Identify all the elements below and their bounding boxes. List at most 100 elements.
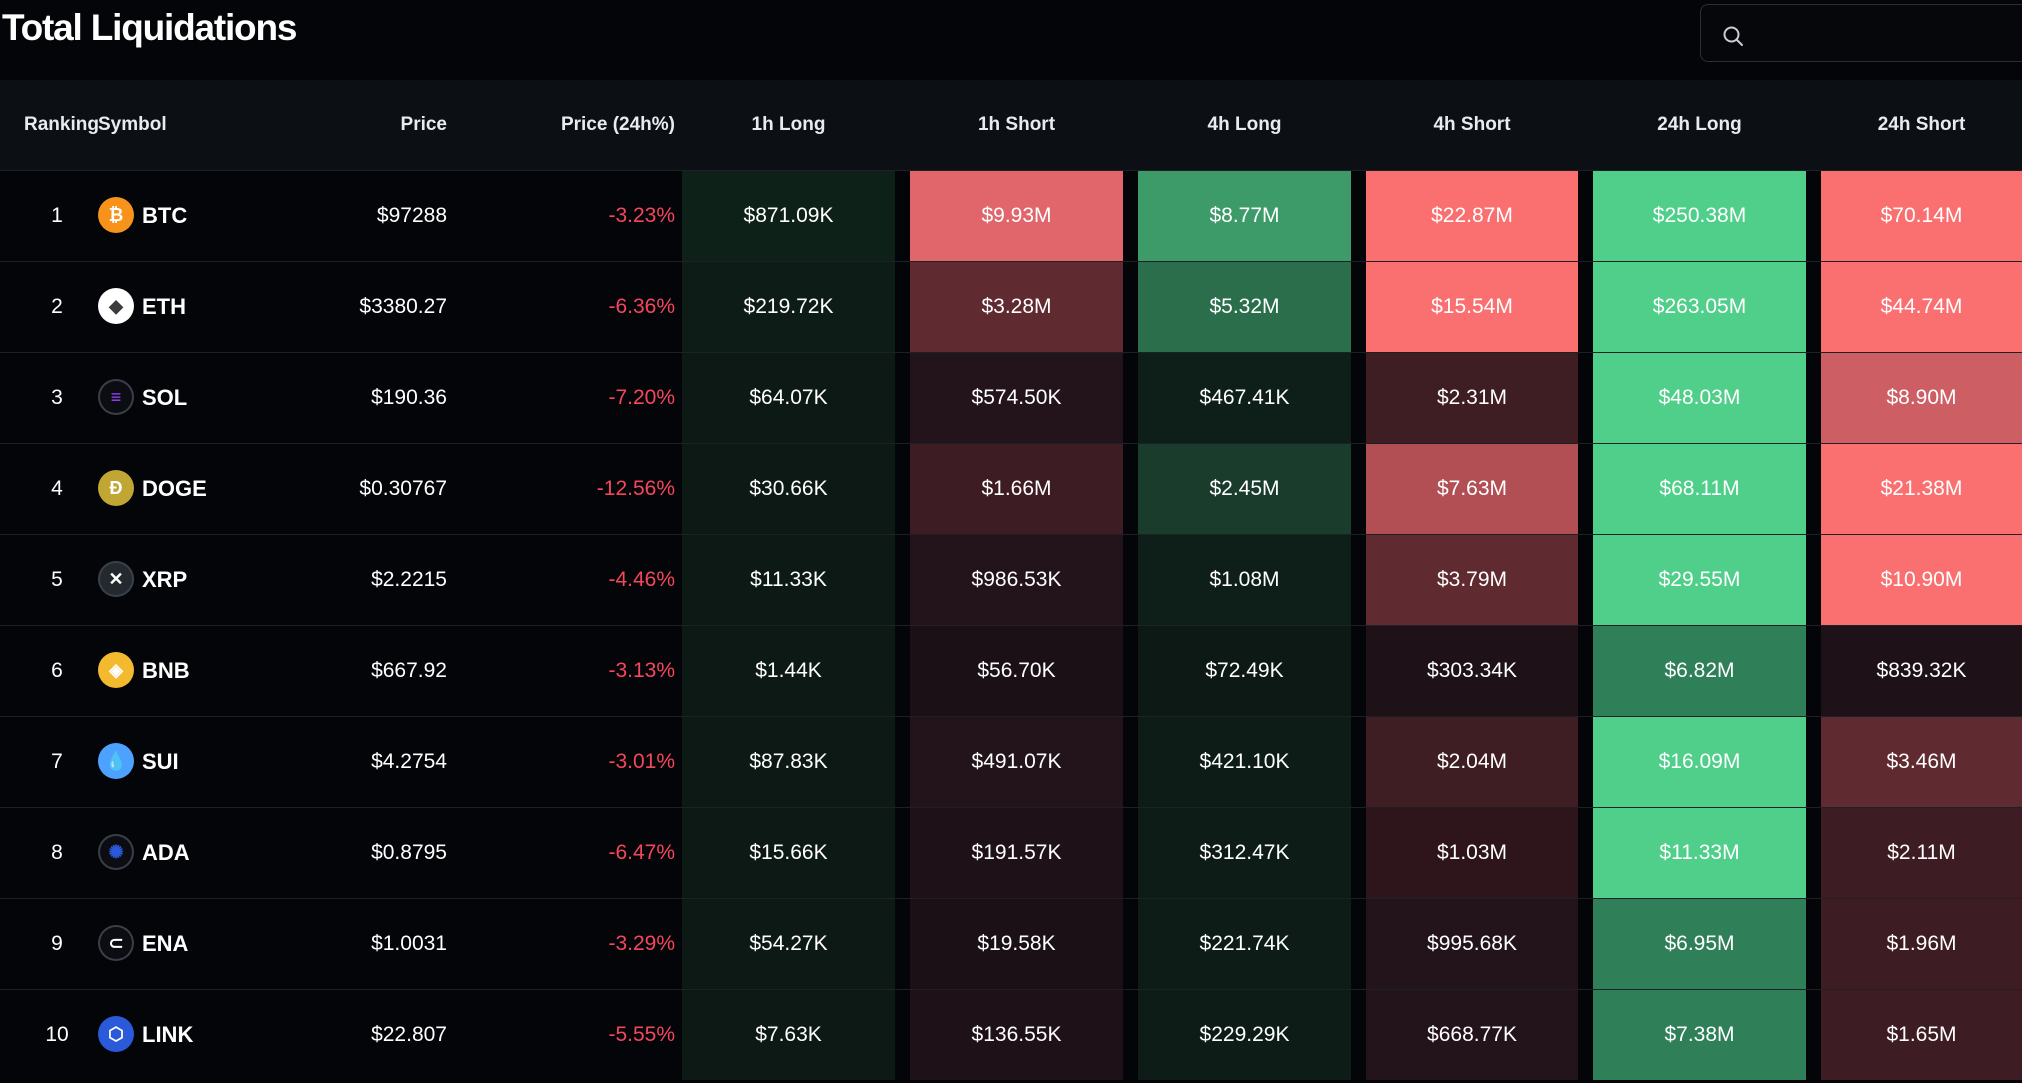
- 24h-short-cell: $1.65M: [1821, 990, 2022, 1080]
- table-row[interactable]: 6 ◈ BNB $667.92 -3.13% $1.44K $56.70K $72.49K $3…: [0, 625, 2022, 716]
- 1h-short-cell: $986.53K: [910, 535, 1123, 625]
- rank-cell: 7: [51, 750, 63, 773]
- 4h-long-cell: $221.74K: [1138, 899, 1351, 989]
- price-cell: $190.36: [371, 386, 447, 409]
- 24h-short-cell: $10.90M: [1821, 535, 2022, 625]
- 1h-short-cell: $56.70K: [910, 626, 1123, 716]
- column-header-symbol[interactable]: Symbol: [98, 114, 167, 135]
- table-row[interactable]: 5 ✕ XRP $2.2215 -4.46% $11.33K $986.53K $1.08M $…: [0, 534, 2022, 625]
- search-box[interactable]: [1700, 4, 2022, 62]
- 1h-long-cell: $64.07K: [682, 353, 895, 443]
- search-input[interactable]: [1757, 15, 2021, 53]
- 24h-short-cell: $70.14M: [1821, 171, 2022, 261]
- 24h-long-cell: $16.09M: [1593, 717, 1806, 807]
- rank-cell: 6: [51, 659, 63, 682]
- rank-cell: 3: [51, 386, 63, 409]
- 4h-long-cell: $72.49K: [1138, 626, 1351, 716]
- column-header-price-24h[interactable]: Price (24h%): [560, 114, 675, 135]
- symbol-label: ADA: [142, 840, 190, 865]
- price-change-cell: -6.36%: [608, 295, 675, 318]
- ethena-icon: ⊂: [98, 925, 134, 961]
- 24h-short-cell: $21.38M: [1821, 444, 2022, 534]
- xrp-icon: ✕: [98, 561, 134, 597]
- 1h-long-cell: $87.83K: [682, 717, 895, 807]
- symbol-label: SUI: [142, 749, 179, 774]
- symbol-cell[interactable]: ⬡ LINK: [98, 990, 298, 1080]
- 1h-short-cell: $191.57K: [910, 808, 1123, 898]
- 24h-short-cell: $44.74M: [1821, 262, 2022, 352]
- column-header-price[interactable]: Price: [400, 114, 447, 135]
- price-cell: $1.0031: [371, 932, 447, 955]
- column-header-4h-short[interactable]: 4h Short: [1433, 114, 1511, 135]
- price-cell: $0.8795: [371, 841, 447, 864]
- symbol-cell[interactable]: Ð DOGE: [98, 444, 298, 534]
- 24h-long-cell: $29.55M: [1593, 535, 1806, 625]
- price-change-cell: -4.46%: [608, 568, 675, 591]
- price-cell: $97288: [376, 204, 447, 227]
- 4h-short-cell: $2.31M: [1366, 353, 1578, 443]
- table-row[interactable]: 1 ₿ BTC $97288 -3.23% $871.09K $9.93M $8.77M $22…: [0, 170, 2022, 261]
- price-change-cell: -3.01%: [608, 750, 675, 773]
- 24h-short-cell: $1.96M: [1821, 899, 2022, 989]
- 1h-long-cell: $7.63K: [682, 990, 895, 1080]
- 24h-long-cell: $250.38M: [1593, 171, 1806, 261]
- table-row[interactable]: 7 💧 SUI $4.2754 -3.01% $87.83K $491.07K $421.10…: [0, 716, 2022, 807]
- price-cell: $3380.27: [359, 295, 447, 318]
- symbol-cell[interactable]: ≡ SOL: [98, 353, 298, 443]
- 4h-long-cell: $2.45M: [1138, 444, 1351, 534]
- table-row[interactable]: 9 ⊂ ENA $1.0031 -3.29% $54.27K $19.58K $221.74K…: [0, 898, 2022, 989]
- symbol-label: ENA: [142, 931, 189, 956]
- 4h-long-cell: $312.47K: [1138, 808, 1351, 898]
- symbol-label: BTC: [142, 203, 188, 228]
- table-row[interactable]: 3 ≡ SOL $190.36 -7.20% $64.07K $574.50K $467.41…: [0, 352, 2022, 443]
- column-header-1h-short[interactable]: 1h Short: [977, 114, 1056, 135]
- symbol-cell[interactable]: ✕ XRP: [98, 535, 298, 625]
- 4h-long-cell: $229.29K: [1138, 990, 1351, 1080]
- column-header-24h-long[interactable]: 24h Long: [1657, 114, 1742, 135]
- column-header-24h-short[interactable]: 24h Short: [1877, 114, 1966, 135]
- 24h-long-cell: $11.33M: [1593, 808, 1806, 898]
- 1h-short-cell: $136.55K: [910, 990, 1123, 1080]
- 1h-short-cell: $19.58K: [910, 899, 1123, 989]
- rank-cell: 5: [51, 568, 63, 591]
- sui-icon: 💧: [98, 743, 134, 779]
- symbol-cell[interactable]: ⊂ ENA: [98, 899, 298, 989]
- 24h-long-cell: $48.03M: [1593, 353, 1806, 443]
- price-cell: $667.92: [371, 659, 447, 682]
- bnb-icon: ◈: [98, 652, 134, 688]
- 4h-long-cell: $1.08M: [1138, 535, 1351, 625]
- symbol-cell[interactable]: ✺ ADA: [98, 808, 298, 898]
- 4h-short-cell: $22.87M: [1366, 171, 1578, 261]
- 24h-short-cell: $3.46M: [1821, 717, 2022, 807]
- column-header-4h-long[interactable]: 4h Long: [1207, 114, 1282, 135]
- symbol-cell[interactable]: ◈ BNB: [98, 626, 298, 716]
- table-row[interactable]: 2 ◆ ETH $3380.27 -6.36% $219.72K $3.28M $5.32M $…: [0, 261, 2022, 352]
- 1h-short-cell: $9.93M: [910, 171, 1123, 261]
- liquidations-table: Ranking Symbol Price Price (24h%) 1h Lon…: [0, 80, 2022, 1080]
- bitcoin-icon: ₿: [98, 197, 134, 233]
- symbol-cell[interactable]: ◆ ETH: [98, 262, 298, 352]
- column-header-1h-long[interactable]: 1h Long: [751, 114, 826, 135]
- 24h-long-cell: $68.11M: [1593, 444, 1806, 534]
- symbol-label: ETH: [142, 294, 186, 319]
- cardano-icon: ✺: [98, 834, 134, 870]
- 4h-long-cell: $421.10K: [1138, 717, 1351, 807]
- column-header-ranking[interactable]: Ranking: [24, 114, 99, 135]
- 4h-long-cell: $467.41K: [1138, 353, 1351, 443]
- 24h-short-cell: $839.32K: [1821, 626, 2022, 716]
- table-row[interactable]: 10 ⬡ LINK $22.807 -5.55% $7.63K $136.55K $229.2…: [0, 989, 2022, 1080]
- symbol-label: LINK: [142, 1022, 194, 1047]
- 24h-long-cell: $6.95M: [1593, 899, 1806, 989]
- price-cell: $0.30767: [359, 477, 447, 500]
- chainlink-icon: ⬡: [98, 1016, 134, 1052]
- symbol-label: DOGE: [142, 476, 207, 501]
- table-row[interactable]: 4 Ð DOGE $0.30767 -12.56% $30.66K $1.66M $2.45M…: [0, 443, 2022, 534]
- 24h-long-cell: $7.38M: [1593, 990, 1806, 1080]
- symbol-cell[interactable]: 💧 SUI: [98, 717, 298, 807]
- symbol-cell[interactable]: ₿ BTC: [98, 171, 298, 261]
- rank-cell: 9: [51, 932, 63, 955]
- symbol-label: BNB: [142, 658, 190, 683]
- price-change-cell: -3.29%: [608, 932, 675, 955]
- table-row[interactable]: 8 ✺ ADA $0.8795 -6.47% $15.66K $191.57K $312.47…: [0, 807, 2022, 898]
- symbol-label: SOL: [142, 385, 188, 410]
